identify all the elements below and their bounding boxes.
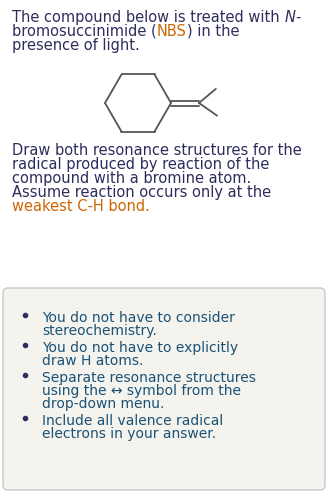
Text: N: N: [284, 10, 295, 25]
Text: electrons in your answer.: electrons in your answer.: [42, 427, 216, 441]
Text: compound with a bromine atom.: compound with a bromine atom.: [12, 171, 251, 186]
Text: Include all valence radical: Include all valence radical: [42, 414, 223, 428]
Text: -: -: [295, 10, 301, 25]
FancyBboxPatch shape: [3, 288, 325, 490]
Text: radical produced by reaction of the: radical produced by reaction of the: [12, 157, 269, 172]
Text: weakest C-H bond.: weakest C-H bond.: [12, 199, 150, 214]
Text: bromosuccinimide (: bromosuccinimide (: [12, 24, 157, 39]
Text: The compound below is treated with: The compound below is treated with: [12, 10, 284, 25]
Text: Assume reaction occurs only at the: Assume reaction occurs only at the: [12, 185, 271, 200]
Text: presence of light.: presence of light.: [12, 38, 140, 53]
Text: You do not have to explicitly: You do not have to explicitly: [42, 341, 238, 355]
Text: ) in the: ) in the: [187, 24, 239, 39]
Text: You do not have to consider: You do not have to consider: [42, 311, 235, 325]
Text: using the ↔ symbol from the: using the ↔ symbol from the: [42, 384, 241, 398]
Text: NBS: NBS: [157, 24, 187, 39]
Text: Separate resonance structures: Separate resonance structures: [42, 371, 256, 385]
Text: drop-down menu.: drop-down menu.: [42, 397, 164, 411]
Text: stereochemistry.: stereochemistry.: [42, 324, 157, 338]
Text: draw H atoms.: draw H atoms.: [42, 354, 143, 368]
Text: Draw both resonance structures for the: Draw both resonance structures for the: [12, 143, 302, 158]
